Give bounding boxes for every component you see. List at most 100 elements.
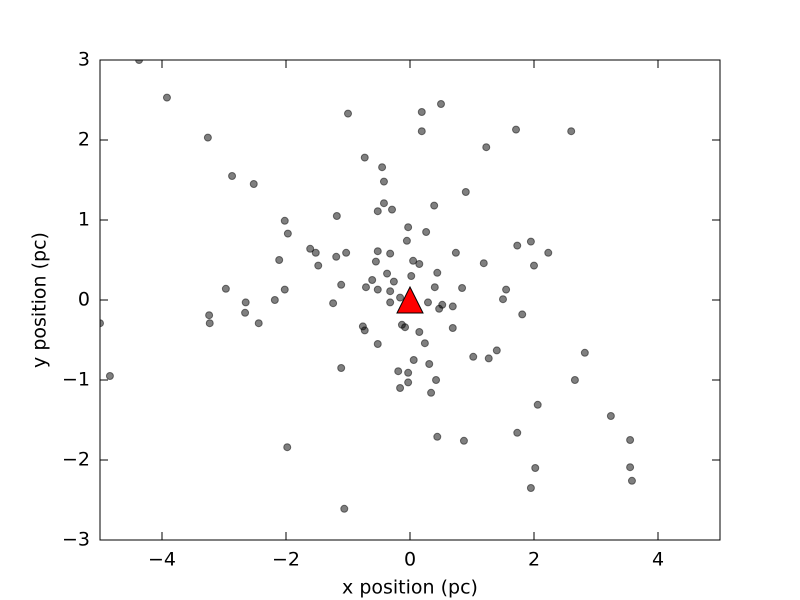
point bbox=[254, 319, 263, 328]
point bbox=[344, 109, 352, 118]
point bbox=[502, 285, 511, 294]
point bbox=[162, 93, 171, 102]
point bbox=[626, 463, 635, 472]
point bbox=[404, 378, 413, 387]
point bbox=[386, 298, 395, 307]
point bbox=[329, 299, 338, 308]
point bbox=[499, 295, 507, 304]
point bbox=[458, 284, 467, 292]
point bbox=[360, 153, 369, 162]
point bbox=[606, 412, 615, 420]
point bbox=[435, 304, 444, 313]
point bbox=[627, 476, 636, 485]
point bbox=[484, 354, 493, 363]
point bbox=[332, 252, 341, 261]
point bbox=[337, 280, 346, 289]
point bbox=[513, 428, 522, 437]
point bbox=[105, 372, 114, 380]
point bbox=[203, 133, 212, 142]
x-tick-label: 2 bbox=[528, 549, 540, 571]
x-tick-label: −2 bbox=[272, 549, 300, 571]
point bbox=[311, 248, 320, 257]
point bbox=[373, 340, 382, 348]
point bbox=[332, 212, 341, 220]
x-tick-label: −4 bbox=[148, 549, 176, 571]
point bbox=[415, 260, 424, 268]
point bbox=[337, 364, 346, 372]
point bbox=[360, 326, 369, 335]
y-tick-label: 2 bbox=[78, 129, 90, 151]
point bbox=[626, 436, 635, 444]
point bbox=[371, 257, 380, 266]
point bbox=[378, 163, 387, 172]
point bbox=[469, 352, 478, 361]
point bbox=[432, 376, 441, 384]
point bbox=[404, 223, 413, 232]
point bbox=[280, 216, 289, 225]
point bbox=[433, 432, 442, 441]
point bbox=[386, 287, 395, 296]
x-tick-label: 0 bbox=[404, 549, 416, 571]
point bbox=[402, 236, 411, 245]
point bbox=[283, 443, 292, 452]
point bbox=[512, 125, 521, 134]
point bbox=[492, 346, 501, 355]
y-tick-label: −2 bbox=[62, 449, 90, 471]
point bbox=[437, 100, 445, 108]
y-tick-label: 1 bbox=[78, 209, 90, 231]
point bbox=[580, 348, 589, 357]
point bbox=[409, 356, 418, 364]
point bbox=[423, 298, 432, 307]
point bbox=[394, 367, 403, 376]
marker bbox=[396, 285, 424, 314]
point bbox=[526, 237, 535, 246]
point bbox=[249, 180, 258, 188]
point bbox=[314, 261, 323, 270]
point bbox=[461, 188, 470, 196]
point bbox=[430, 201, 439, 210]
point bbox=[530, 261, 538, 270]
y-axis-label: y position (pc) bbox=[29, 232, 51, 368]
point bbox=[383, 269, 392, 278]
point bbox=[401, 323, 410, 332]
point bbox=[427, 388, 436, 397]
point bbox=[361, 283, 370, 292]
point bbox=[205, 311, 214, 320]
point bbox=[379, 199, 388, 208]
point bbox=[342, 248, 351, 257]
point bbox=[241, 298, 250, 307]
point bbox=[283, 229, 292, 238]
point bbox=[275, 256, 284, 264]
point bbox=[389, 277, 398, 286]
point bbox=[430, 283, 439, 292]
point bbox=[270, 296, 279, 304]
point bbox=[567, 127, 576, 136]
point bbox=[526, 484, 535, 492]
point bbox=[396, 384, 405, 392]
point bbox=[306, 244, 315, 253]
point bbox=[228, 172, 237, 180]
point bbox=[513, 241, 522, 250]
y-tick-label: 3 bbox=[78, 49, 90, 71]
plot-area bbox=[100, 60, 636, 513]
point bbox=[407, 272, 416, 280]
y-tick-label: −1 bbox=[62, 369, 90, 391]
point bbox=[433, 268, 442, 277]
point bbox=[422, 228, 431, 236]
point bbox=[373, 285, 382, 294]
point bbox=[368, 276, 377, 284]
point bbox=[417, 127, 426, 136]
point bbox=[415, 328, 424, 336]
point bbox=[409, 256, 418, 265]
point bbox=[373, 207, 382, 216]
point bbox=[340, 504, 349, 513]
point bbox=[100, 319, 104, 328]
point bbox=[388, 205, 397, 214]
x-tick-label: 4 bbox=[652, 549, 664, 571]
point bbox=[379, 177, 388, 186]
point bbox=[531, 464, 540, 472]
point bbox=[518, 310, 527, 319]
point bbox=[241, 308, 250, 317]
point bbox=[135, 60, 144, 64]
point bbox=[205, 319, 214, 328]
